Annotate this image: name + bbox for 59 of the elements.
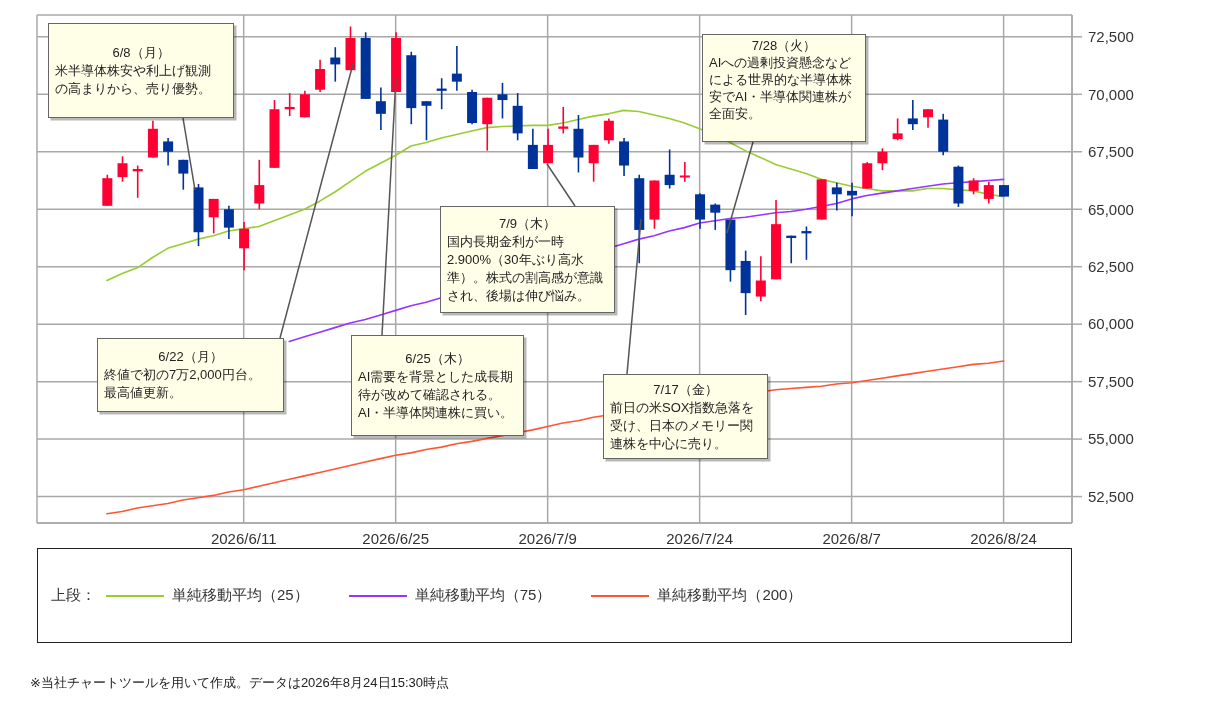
candlestick: [117, 155, 128, 183]
candlestick: [223, 204, 234, 240]
annotation: AIへの過剰投資懸念などによる世界的な半導体株安でAI・半導体関連株が全面安。: [709, 54, 853, 122]
y-tick-label: 55,000: [1088, 430, 1134, 448]
candlestick: [907, 99, 918, 131]
text: ※当社チャートツールを用いて作成。データは2026年8月24日15:30時点: [30, 674, 450, 692]
candlestick: [983, 180, 994, 205]
annotation: 6/8（月）: [112, 43, 170, 62]
legend-title: 上段：: [51, 586, 96, 605]
legend-label: 単純移動平均（25）: [172, 586, 309, 605]
x-tick-label: 2026/7/24: [666, 529, 734, 547]
y-tick-label: 72,500: [1088, 28, 1134, 46]
annotation: 前日の米SOX指数急落を受け、日本のメモリー関連株を中心に売り。: [610, 398, 756, 453]
x-tick-label: 2026/7/9: [518, 529, 577, 547]
candlestick: [710, 202, 721, 231]
y-tick-label: 57,500: [1088, 372, 1134, 390]
candlestick: [558, 106, 569, 135]
candlestick: [877, 147, 888, 171]
candlestick: [831, 182, 842, 212]
candlestick: [375, 86, 386, 131]
candlestick: [892, 117, 903, 142]
annotation: 7/28（火）: [751, 37, 817, 54]
candlestick: [208, 198, 219, 235]
y-tick-label: 52,500: [1088, 487, 1134, 505]
annotation: 7/9（木）: [498, 214, 557, 233]
y-tick-label: 67,500: [1088, 143, 1134, 161]
x-tick-label: 2026/6/11: [210, 529, 277, 547]
annotation: 7/17（金）: [653, 380, 718, 399]
y-tick-label: 70,000: [1088, 85, 1134, 103]
annotation: 米半導体株安や利上げ観測の高まりから、売り優勢。: [55, 61, 212, 98]
legend-label: 単純移動平均（200）: [657, 586, 803, 605]
annotation: 6/22（月）: [158, 348, 223, 366]
legend-label: 単純移動平均（75）: [414, 586, 552, 605]
candlestick: [451, 45, 462, 92]
candlestick: [421, 100, 432, 142]
candlestick: [664, 148, 675, 190]
candlestick: [163, 137, 174, 167]
y-tick-label: 60,000: [1088, 315, 1134, 333]
candlestick: [178, 159, 189, 191]
candlestick: [679, 161, 690, 183]
candlestick: [603, 117, 614, 145]
annotation: 国内長期金利が一時2.900%（30年ぶり高水準）。株式の割高感が意識され、後場は伸び悩み。: [447, 232, 604, 305]
candlestick: [497, 82, 508, 120]
y-tick-label: 65,000: [1088, 200, 1134, 218]
candlestick: [254, 159, 265, 211]
candlestick: [239, 221, 250, 271]
x-tick-label: 2026/8/7: [822, 529, 881, 547]
annotation: 6/25（木）: [405, 349, 470, 368]
candlestick: [543, 127, 554, 165]
candlestick: [299, 90, 310, 119]
candlestick: [588, 144, 599, 183]
x-tick-label: 2026/8/24: [970, 529, 1037, 547]
y-tick-label: 62,500: [1088, 258, 1134, 276]
candlestick: [755, 255, 766, 302]
annotation: AI需要を背景とした成長期待が改めて確認される。AI・半導体関連株に買い。: [358, 367, 515, 422]
candlestick: [923, 108, 934, 129]
annotation: 終値で初の7万2,000円台。最高値更新。: [104, 366, 262, 402]
candlestick: [315, 59, 326, 93]
x-tick-label: 2026/6/25: [362, 529, 430, 547]
